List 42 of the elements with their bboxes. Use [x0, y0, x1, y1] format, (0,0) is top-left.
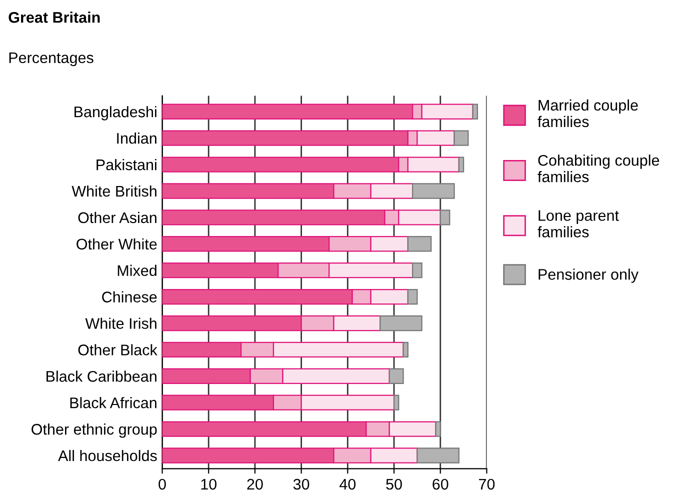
x-tick-label: 40	[340, 478, 356, 490]
y-tick-label: Other Black	[78, 344, 158, 356]
bar	[454, 130, 469, 146]
legend-label: Pensioner only	[538, 268, 638, 283]
legend-label: Lone parent families	[538, 210, 619, 238]
x-tick-label: 30	[293, 478, 310, 490]
legend-label: Married couple families	[538, 99, 638, 128]
y-tick-label: All households	[58, 450, 157, 462]
x-tick-label: 70	[479, 478, 495, 490]
x-tick-label: 60	[432, 478, 448, 490]
chart-subtitle: Percentages	[9, 52, 94, 66]
bar	[407, 288, 418, 305]
y-tick-label: White Irish	[85, 318, 156, 329]
bar	[472, 104, 478, 120]
bar	[407, 236, 432, 252]
y-tick-label: Chinese	[102, 291, 157, 302]
bar	[412, 262, 422, 278]
y-tick-label: Other White	[76, 238, 157, 250]
x-tick-label: 50	[386, 478, 402, 490]
y-tick-label: Pakistani	[96, 158, 156, 170]
bar	[440, 210, 450, 226]
bar	[416, 448, 460, 464]
y-tick-label: Bangladeshi	[74, 106, 156, 120]
bar	[380, 315, 422, 332]
bar	[402, 342, 408, 358]
bar	[393, 394, 400, 410]
y-tick-label: Indian	[117, 132, 156, 144]
y-tick-label: Black African	[70, 397, 156, 408]
bar	[458, 156, 464, 172]
y-tick-label: Other Asian	[78, 212, 156, 224]
bar	[435, 421, 441, 437]
x-tick-label: 0	[158, 478, 166, 490]
x-tick-label: 10	[201, 478, 216, 490]
bar	[412, 183, 455, 199]
bar	[388, 368, 404, 384]
y-tick-label: Black Caribbean	[46, 370, 156, 382]
y-tick-label: Mixed	[118, 264, 156, 276]
chart-title: Great Britain	[8, 12, 100, 23]
y-tick-label: Other ethnic group	[32, 424, 157, 438]
x-tick-label: 20	[247, 478, 263, 490]
y-tick-label: White British	[72, 185, 156, 197]
legend-label: Cohabiting couple families	[538, 154, 660, 182]
